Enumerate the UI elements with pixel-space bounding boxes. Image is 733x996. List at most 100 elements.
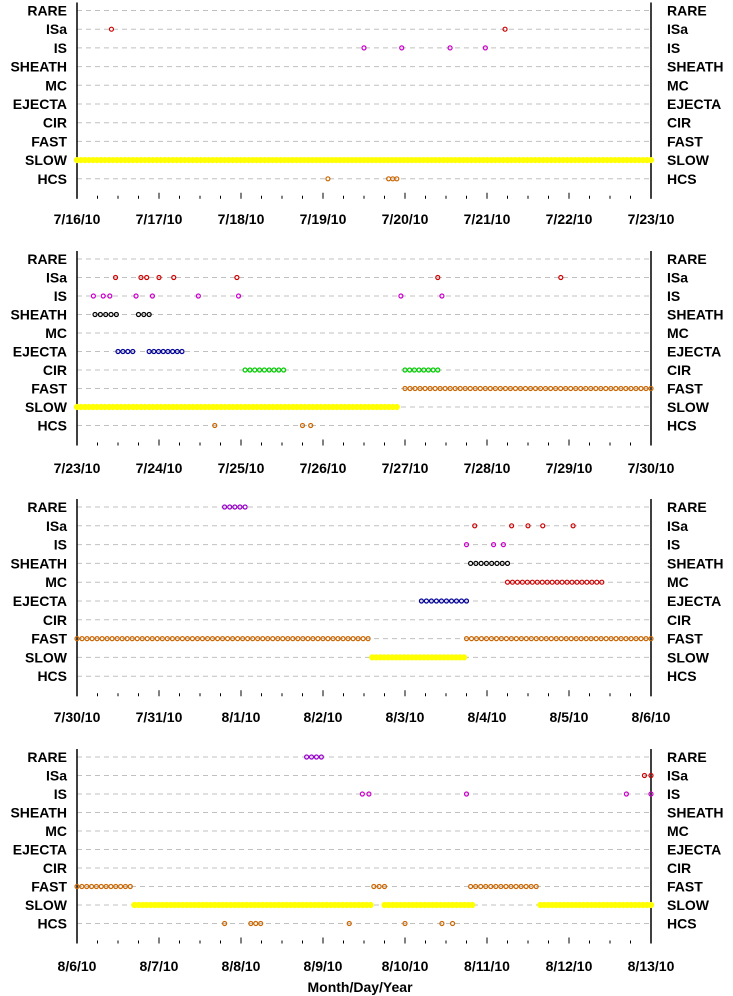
data-point — [509, 579, 516, 585]
data-point — [578, 635, 584, 642]
data-point — [271, 367, 277, 373]
category-label-right: IS — [667, 537, 680, 553]
category-label-left: SLOW — [25, 649, 68, 665]
data-point — [497, 385, 503, 392]
data-point — [463, 635, 470, 642]
category-label-right: RARE — [667, 3, 707, 19]
data-point — [623, 635, 629, 642]
data-point — [355, 635, 361, 642]
data-point — [315, 635, 321, 642]
data-point — [583, 635, 589, 642]
data-point — [134, 635, 140, 642]
data-point — [518, 883, 524, 890]
data-point — [129, 635, 135, 642]
data-point — [171, 274, 177, 281]
series-slow — [73, 157, 655, 164]
data-point — [411, 367, 417, 373]
data-point — [103, 883, 109, 890]
chart-panel-3: RARE RARE ISa ISa IS IS SHEATH SHEATH MC MC EJECTA… — [10, 499, 724, 725]
data-point — [295, 635, 301, 642]
data-point — [313, 754, 320, 760]
series-rare — [304, 754, 324, 760]
x-tick-label: 8/11/10 — [464, 958, 510, 974]
data-point — [412, 385, 418, 392]
data-point — [483, 883, 489, 890]
data-point — [579, 579, 585, 585]
data-point — [638, 635, 644, 642]
data-point — [502, 26, 508, 32]
category-label-left: SLOW — [25, 897, 68, 913]
data-point — [623, 791, 630, 797]
data-point — [553, 385, 559, 392]
data-point — [318, 754, 324, 760]
data-point — [285, 635, 291, 642]
data-point — [212, 422, 218, 429]
data-point — [447, 385, 453, 392]
category-label-left: FAST — [31, 381, 67, 397]
category-label-left: IS — [54, 786, 67, 802]
data-point — [97, 311, 103, 318]
category-label-left: EJECTA — [13, 96, 67, 112]
data-point — [381, 883, 388, 890]
category-label-left: EJECTA — [13, 344, 67, 360]
data-point — [613, 635, 619, 642]
data-point — [648, 791, 654, 797]
data-point — [74, 883, 80, 890]
data-point — [245, 635, 251, 642]
data-point — [290, 635, 296, 642]
category-label-left: MC — [45, 325, 67, 341]
data-point — [252, 367, 258, 373]
data-point — [453, 598, 460, 604]
data-point — [524, 579, 530, 585]
data-point — [473, 560, 479, 567]
data-point — [494, 560, 500, 567]
data-point — [618, 635, 624, 642]
data-point — [74, 635, 80, 642]
data-point — [320, 635, 326, 642]
series-isa — [112, 274, 564, 281]
category-label-right: SLOW — [667, 649, 710, 665]
category-label-left: HCS — [37, 418, 67, 434]
data-point — [558, 635, 564, 642]
data-point — [214, 635, 221, 642]
data-point — [154, 635, 160, 642]
chart-panel-2: RARE RARE ISa ISa IS IS SHEATH SHEATH MC MC EJECTA… — [10, 251, 724, 476]
data-point — [330, 635, 336, 642]
category-label-left: FAST — [31, 879, 67, 895]
data-point — [235, 635, 241, 642]
category-label-right: CIR — [667, 860, 691, 876]
data-point — [118, 883, 124, 890]
data-point — [164, 635, 170, 642]
series-isa — [108, 26, 508, 32]
category-label-right: MC — [667, 574, 689, 590]
series-slow — [131, 901, 655, 909]
category-label-left: CIR — [43, 115, 67, 131]
x-tick-label: 7/17/10 — [136, 211, 183, 227]
x-tick-label: 7/18/10 — [218, 211, 265, 227]
data-point — [469, 901, 476, 909]
series-is — [359, 791, 654, 797]
data-point — [478, 560, 484, 567]
data-point — [310, 635, 316, 642]
data-point — [569, 579, 575, 585]
data-point — [261, 367, 267, 373]
data-point — [350, 635, 356, 642]
x-tick-label: 7/21/10 — [464, 211, 511, 227]
data-point — [638, 385, 644, 392]
data-point — [407, 367, 413, 373]
data-point — [449, 920, 456, 927]
category-label-right: SLOW — [667, 152, 710, 168]
data-point — [345, 635, 351, 642]
category-label-left: FAST — [31, 133, 67, 149]
data-point — [588, 385, 594, 392]
category-label-left: EJECTA — [13, 593, 67, 609]
category-label-right: SHEATH — [667, 555, 724, 571]
data-point — [242, 504, 248, 510]
data-point — [549, 579, 555, 585]
data-point — [255, 635, 261, 642]
data-point — [477, 385, 483, 392]
data-point — [428, 598, 435, 604]
data-point — [280, 635, 286, 642]
series-hcs — [222, 920, 456, 927]
